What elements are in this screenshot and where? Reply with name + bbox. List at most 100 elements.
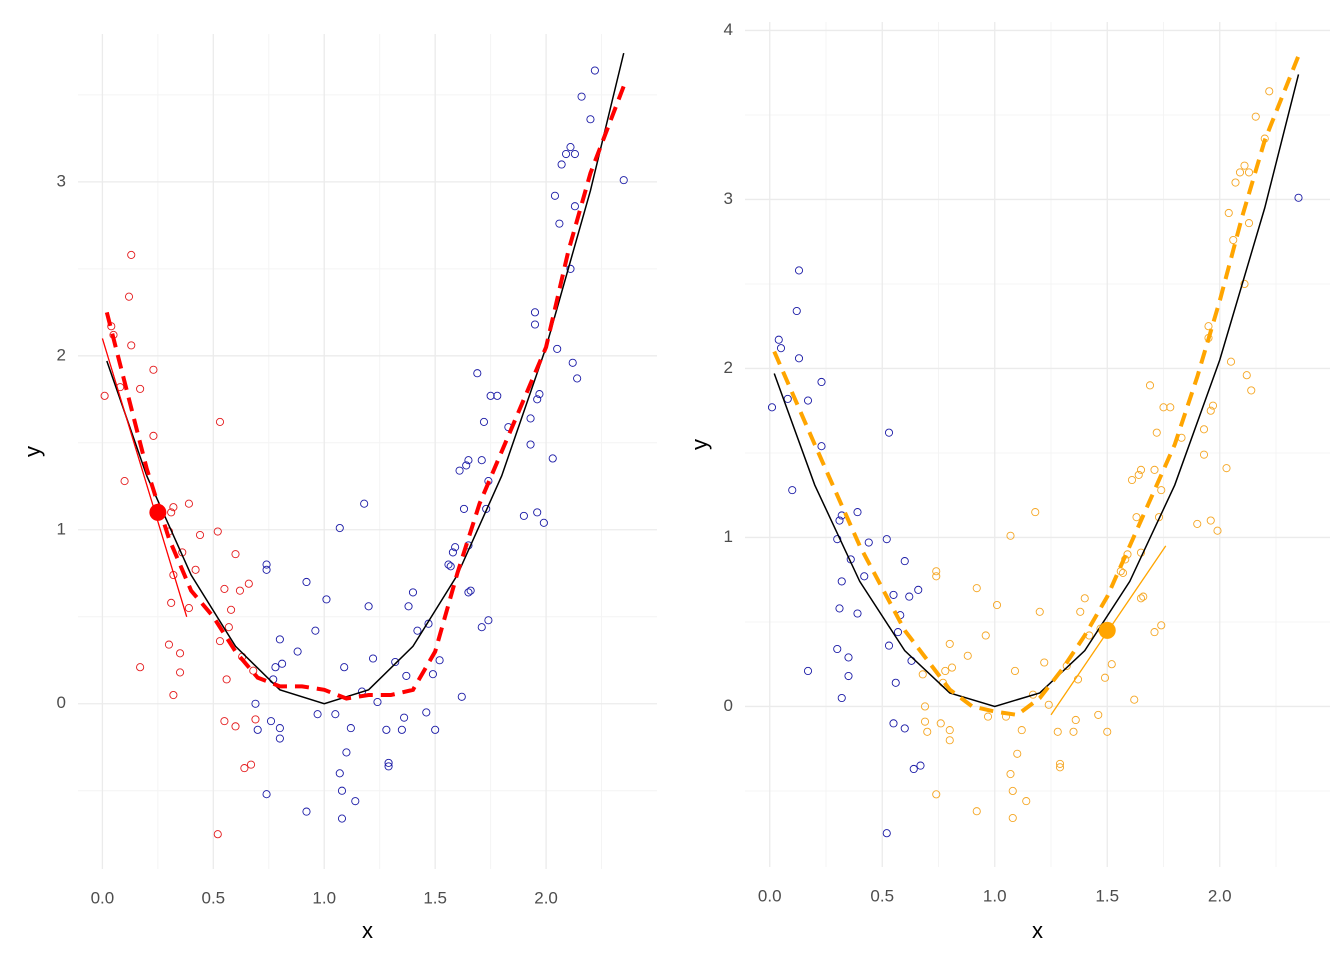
scatter-point xyxy=(907,656,916,665)
scatter-point xyxy=(577,92,586,101)
scatter-point xyxy=(175,649,185,658)
scatter-point xyxy=(1071,715,1080,725)
scatter-point xyxy=(240,764,249,773)
scatter-point xyxy=(1229,235,1238,245)
scatter-point xyxy=(337,814,347,823)
scatter-point xyxy=(1010,666,1020,676)
scatter-point xyxy=(555,219,564,228)
scatter-point xyxy=(400,713,409,722)
scatter-point xyxy=(1157,621,1166,630)
scatter-point xyxy=(1053,727,1062,736)
y-tick-label: 1 xyxy=(724,527,733,546)
scatter-point xyxy=(882,535,891,544)
scatter-point xyxy=(1035,607,1044,616)
scatter-point xyxy=(266,717,276,726)
scatter-point xyxy=(120,477,129,486)
scatter-point xyxy=(466,586,475,595)
scatter-point xyxy=(548,454,557,463)
scatter-point xyxy=(251,715,260,724)
scatter-point xyxy=(1208,401,1218,410)
y-tick-label: 0 xyxy=(57,693,66,712)
scatter-point xyxy=(184,604,193,613)
scatter-point xyxy=(1231,178,1240,187)
scatter-point xyxy=(803,666,813,676)
scatter-point xyxy=(1134,470,1143,479)
scatter-point xyxy=(402,671,411,680)
scatter-point xyxy=(1100,673,1110,682)
scatter-point xyxy=(269,675,278,684)
scatter-point xyxy=(1008,813,1017,823)
x-axis-title: x xyxy=(1032,918,1043,943)
scatter-point xyxy=(184,499,193,508)
scatter-point xyxy=(1055,763,1065,772)
scatter-point xyxy=(916,761,925,770)
scatter-point xyxy=(519,511,528,520)
scatter-point xyxy=(1294,193,1303,202)
y-tick-label: 3 xyxy=(724,189,733,208)
scatter-point xyxy=(351,797,360,806)
x-tick-label: 1.0 xyxy=(983,886,1007,905)
scatter-point xyxy=(244,579,253,588)
focus-point xyxy=(1098,621,1116,639)
scatter-point xyxy=(224,623,233,632)
scatter-point xyxy=(889,590,898,599)
scatter-point xyxy=(175,668,185,677)
panel: 0.0 0.5 1.0 1.5 2.0 0 1 2 3 4 x y xyxy=(687,20,1330,943)
scatter-point xyxy=(590,66,599,75)
scatter-point xyxy=(1139,592,1148,601)
scatter-point xyxy=(936,719,945,728)
scatter-point xyxy=(817,442,826,451)
scatter-point xyxy=(918,670,927,679)
scatter-point xyxy=(1206,406,1215,415)
scatter-point xyxy=(570,202,579,211)
scatter-point xyxy=(215,637,225,646)
scatter-point xyxy=(557,160,566,169)
scatter-point xyxy=(169,503,178,512)
scatter-point xyxy=(533,508,542,517)
scatter-point xyxy=(253,725,262,734)
scatter-point xyxy=(246,760,256,769)
scatter-point xyxy=(981,631,990,640)
scatter-point xyxy=(783,394,792,403)
scatter-point xyxy=(1006,770,1015,779)
scatter-point xyxy=(213,830,222,839)
scatter-point xyxy=(195,530,205,540)
scatter-point xyxy=(251,699,260,708)
scatter-point xyxy=(1116,567,1125,576)
scatter-point xyxy=(482,504,491,513)
scatter-point xyxy=(335,523,344,533)
scatter-point xyxy=(404,602,413,611)
x-tick-label: 1.5 xyxy=(1095,886,1119,905)
scatter-point xyxy=(550,191,560,200)
scatter-point xyxy=(573,374,582,383)
scatter-point xyxy=(127,341,136,350)
scatter-point xyxy=(1044,700,1053,709)
scatter-point xyxy=(566,264,575,273)
scatter-point xyxy=(1199,425,1209,434)
scatter-point xyxy=(586,115,595,124)
scatter-point xyxy=(860,572,869,581)
scatter-point xyxy=(530,320,540,329)
scatter-point xyxy=(220,717,229,726)
scatter-point xyxy=(1235,168,1245,177)
scatter-point xyxy=(619,176,628,185)
scatter-point xyxy=(983,712,993,721)
scatter-point xyxy=(275,724,284,733)
scatter-point xyxy=(477,623,486,632)
scatter-point xyxy=(1136,594,1146,603)
scatter-point xyxy=(231,550,240,559)
x-tick-label: 0.0 xyxy=(758,886,782,905)
scatter-point xyxy=(539,518,548,527)
scatter-point xyxy=(844,653,853,662)
scatter-point xyxy=(459,504,469,513)
scatter-point xyxy=(533,395,542,404)
scatter-point xyxy=(972,584,981,593)
scatter-point xyxy=(884,641,894,650)
scatter-point xyxy=(422,708,431,717)
true-curve xyxy=(773,74,1300,708)
scatter-point xyxy=(1040,658,1049,667)
scatter-point xyxy=(1127,475,1137,485)
scatter-point xyxy=(900,557,909,566)
scatter-point xyxy=(914,585,923,594)
scatter-point xyxy=(373,697,382,707)
